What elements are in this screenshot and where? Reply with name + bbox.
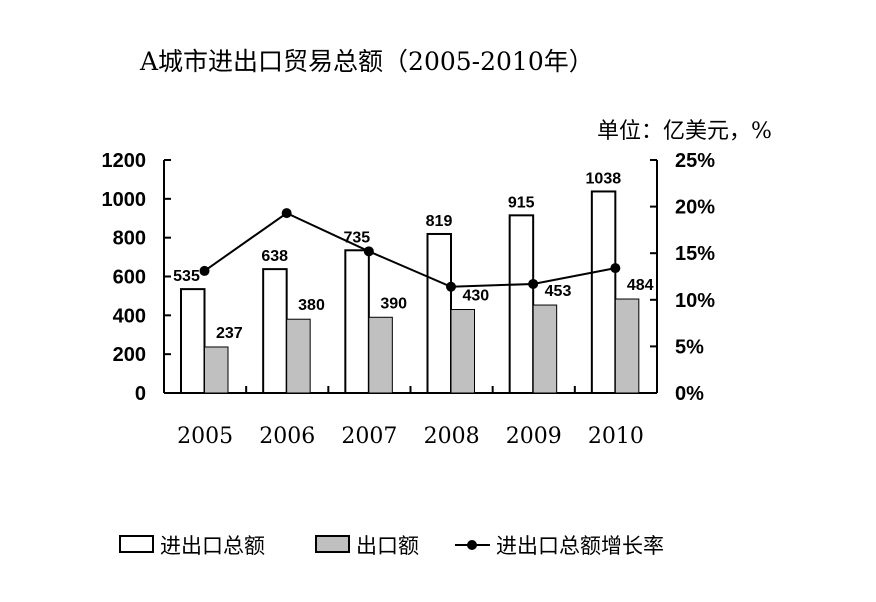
x-tick-label: 2005: [177, 424, 233, 449]
data-label-export: 430: [463, 288, 490, 305]
growth-point: [610, 263, 621, 274]
data-label-export: 237: [216, 325, 243, 342]
unit-label: 单位：亿美元，%: [597, 119, 772, 144]
data-label-export: 453: [545, 283, 572, 300]
left-tick-label: 600: [113, 267, 146, 289]
growth-point: [528, 278, 539, 289]
legend-label-export: 出口额: [356, 534, 419, 558]
legend-swatch-export: [315, 535, 350, 553]
left-tick-label: 400: [113, 305, 146, 327]
data-label-total: 1038: [586, 170, 622, 187]
growth-line: [203, 211, 616, 288]
right-tick-label: 25%: [675, 150, 715, 172]
legend-label-growth: 进出口总额增长率: [496, 534, 664, 558]
growth-point: [281, 208, 292, 219]
left-tick-label: 1200: [102, 150, 147, 172]
bar-export: [614, 298, 640, 394]
x-tick-label: 2009: [506, 424, 562, 449]
data-label-total: 735: [343, 229, 370, 246]
data-label-total: 915: [508, 194, 535, 211]
data-label-export: 390: [380, 295, 407, 312]
data-label-total: 819: [426, 213, 453, 230]
data-label-export: 484: [627, 277, 654, 294]
x-tick-label: 2008: [424, 424, 480, 449]
growth-point: [199, 265, 210, 276]
bar-export: [532, 304, 558, 394]
growth-point: [363, 246, 374, 257]
left-tick-label: 200: [113, 344, 146, 366]
left-tick-label: 0: [135, 383, 146, 405]
chart-title: A城市进出口贸易总额（2005-2010年）: [139, 47, 594, 76]
right-tick-label: 10%: [675, 290, 715, 312]
bar-total: [590, 190, 617, 394]
bar-total: [508, 214, 535, 394]
plot-area: 0 200 400 600 800 1000 1200 0% 5% 10% 15% 20% 25% 200…: [102, 150, 716, 449]
right-tick-label: 5%: [675, 336, 704, 358]
bar-export: [450, 309, 475, 394]
data-label-total: 535: [173, 268, 200, 285]
x-tick-label: 2010: [588, 424, 644, 449]
left-tick-label: 800: [113, 228, 146, 250]
data-label-export: 380: [298, 297, 325, 314]
right-tick-label: 20%: [675, 197, 715, 219]
data-label-total: 638: [261, 248, 288, 265]
legend-label-total: 进出口总额: [160, 534, 265, 558]
bar-total: [262, 268, 288, 395]
legend: 进出口总额 出口额 进出口总额增长率: [119, 534, 664, 558]
bar-total: [426, 232, 452, 394]
bar-export: [368, 316, 393, 394]
right-tick-label: 0%: [675, 383, 704, 405]
right-tick-label: 15%: [675, 243, 715, 265]
bar-total: [344, 249, 370, 394]
left-tick-label: 1000: [102, 189, 147, 211]
legend-swatch-total: [119, 535, 154, 553]
x-tick-label: 2007: [341, 424, 397, 449]
x-tick-label: 2006: [259, 424, 315, 449]
bar-export: [204, 346, 229, 394]
legend-marker-growth: [467, 540, 477, 550]
bar-export: [286, 318, 311, 394]
growth-point: [446, 281, 456, 292]
bar-total: [180, 288, 206, 394]
